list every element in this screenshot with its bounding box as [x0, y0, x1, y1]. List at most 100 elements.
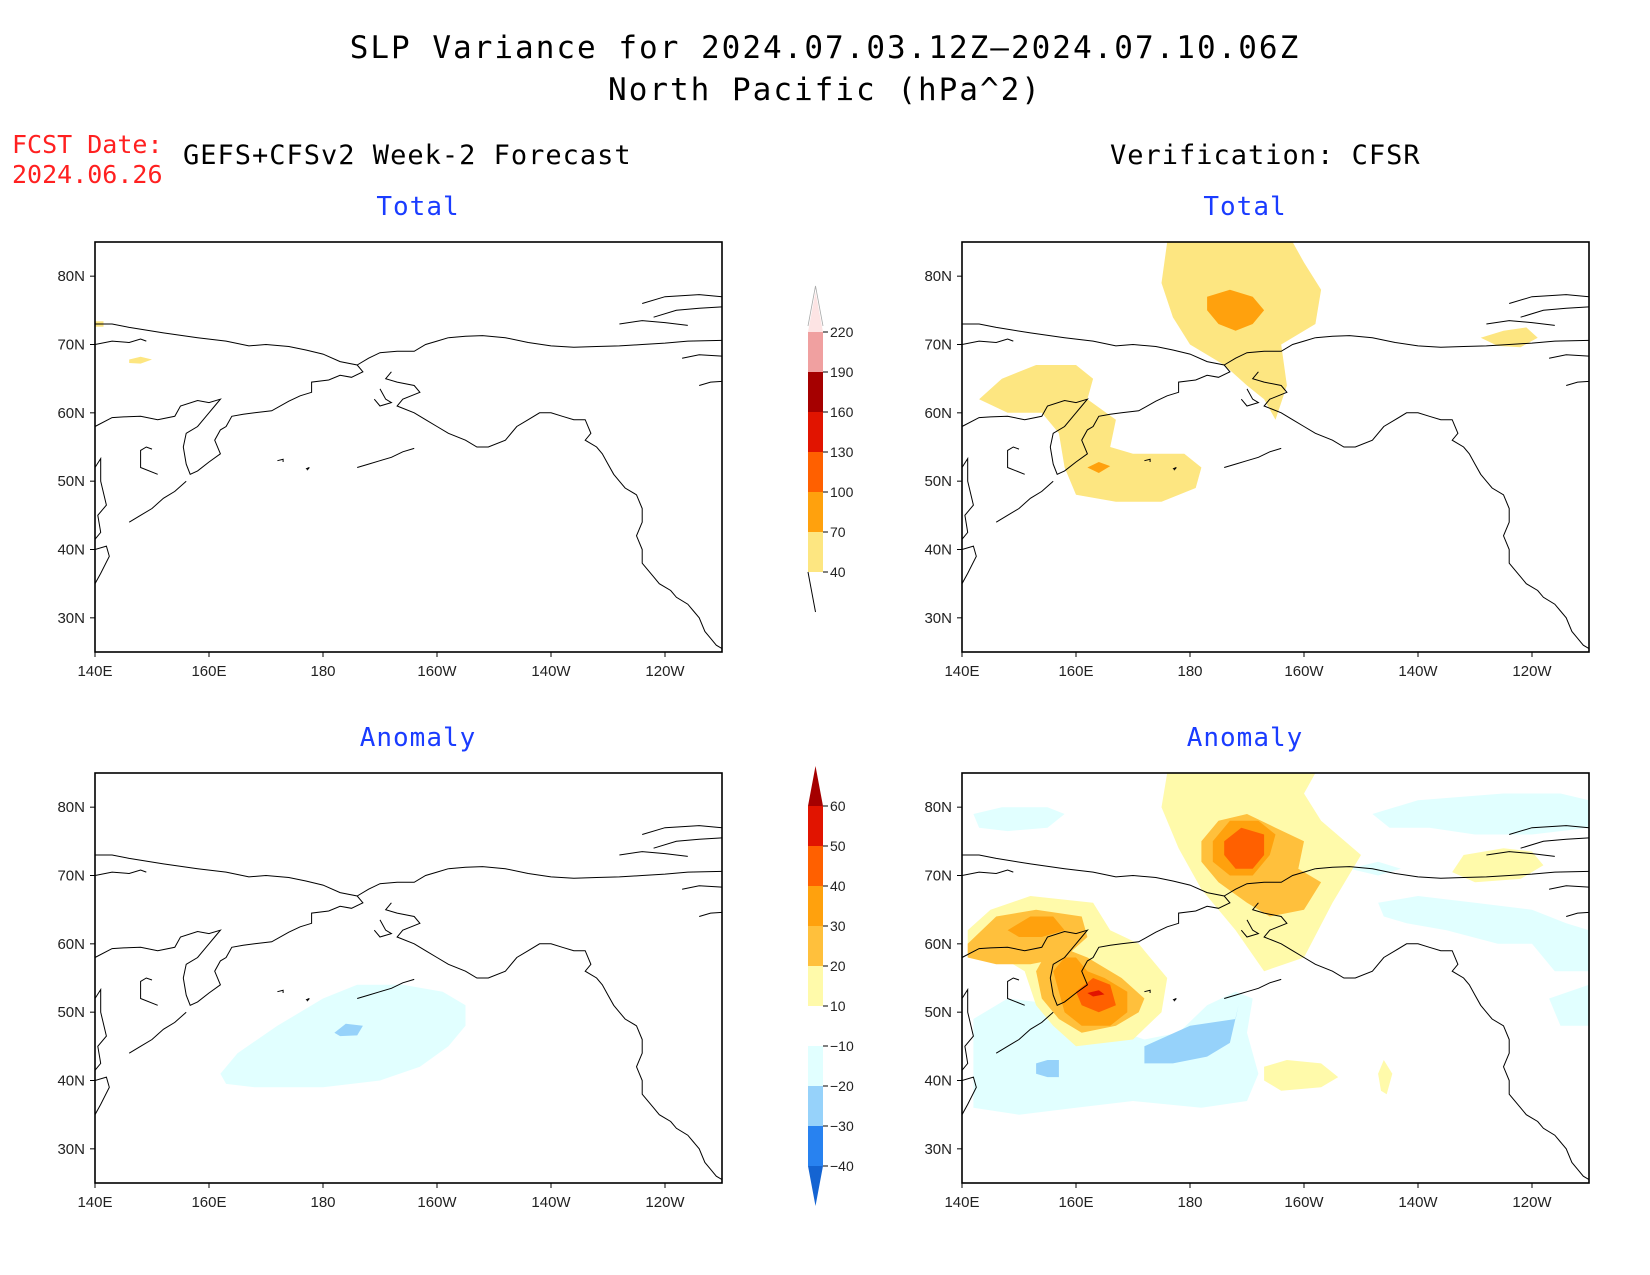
coastline: [140, 446, 158, 475]
colorbar-label: 40: [830, 878, 846, 894]
coastline: [384, 902, 722, 1181]
x-tick-label: 140E: [77, 1194, 112, 1211]
map-frame: [961, 241, 1590, 653]
x-tick-label: 140W: [531, 663, 571, 680]
panel-title-forecast-anomaly: Anomaly: [359, 723, 477, 753]
y-tick-label: 30N: [57, 610, 85, 627]
shaded-region: [1452, 848, 1544, 883]
coastline: [128, 480, 187, 523]
coastline: [1315, 335, 1589, 348]
coastline: [1172, 467, 1177, 471]
x-tick-label: 160E: [1058, 663, 1093, 680]
coastline: [962, 545, 977, 584]
shaded-region: [1378, 896, 1589, 972]
coastline: [962, 1076, 977, 1115]
shaded-region: [1087, 462, 1111, 473]
coastline: [95, 338, 147, 345]
y-tick-label: 80N: [924, 268, 952, 285]
shaded-layer: [962, 773, 1589, 1181]
x-tick-label: 140E: [944, 1194, 979, 1211]
y-tick-label: 70N: [57, 337, 85, 354]
y-tick-label: 60N: [57, 936, 85, 953]
y-tick-label: 50N: [57, 1004, 85, 1021]
x-tick-label: 120W: [645, 1194, 685, 1211]
coastline: [1486, 320, 1555, 326]
coastline: [277, 989, 284, 993]
coastline: [699, 380, 722, 386]
x-tick-label: 160W: [417, 1194, 457, 1211]
coastline: [277, 458, 284, 462]
shaded-region: [1207, 289, 1265, 331]
fcst-date-label: FCST Date:: [12, 130, 163, 159]
x-tick-label: 140E: [77, 663, 112, 680]
shaded-region: [973, 991, 1259, 1115]
map-panel-forecast_total: 80N 70N 60N 50N 40N 30N 140E 160E 180 160W 140W 120…: [57, 241, 723, 680]
coastline: [95, 987, 107, 1071]
coastline: [356, 868, 449, 897]
coastline: [1223, 868, 1316, 897]
coastline: [653, 837, 722, 849]
coastline: [962, 854, 1231, 1006]
coastline: [1520, 306, 1589, 318]
figure-title-line1: SLP Variance for 2024.07.03.12Z–2024.07.…: [349, 30, 1301, 66]
y-tick-label: 70N: [924, 337, 952, 354]
coastline: [357, 447, 415, 468]
colorbar-label: 30: [830, 918, 846, 934]
map-panel-verification_anomaly: 80N 70N 60N 50N 40N 30N 140E 160E 180 160W 140W 120…: [924, 772, 1590, 1211]
coastline: [1144, 989, 1151, 993]
coastline: [1251, 902, 1589, 1181]
colorbar-swatch: [808, 886, 823, 926]
coastline: [448, 866, 722, 879]
coastline: [962, 338, 1014, 345]
coastline: [140, 977, 158, 1006]
y-tick-label: 80N: [924, 799, 952, 816]
y-tick-label: 60N: [924, 405, 952, 422]
fcst-date-value: 2024.06.26: [12, 160, 163, 189]
coastline: [1144, 458, 1151, 462]
colorbar-label: −20: [830, 1078, 854, 1094]
coastline: [1566, 911, 1589, 917]
y-tick-label: 50N: [924, 473, 952, 490]
x-tick-label: 140E: [944, 663, 979, 680]
colorbar-label: 100: [830, 484, 854, 500]
shaded-region: [1087, 990, 1105, 997]
coastline: [305, 998, 310, 1002]
colorbar-label: −10: [830, 1038, 854, 1054]
forecast-heading: GEFS+CFSv2 Week-2 Forecast: [183, 140, 632, 171]
coastline: [642, 294, 722, 304]
coastline: [1240, 388, 1260, 407]
colorbar-label: 50: [830, 838, 846, 854]
x-tick-label: 120W: [645, 663, 685, 680]
colorbar-label: 160: [830, 404, 854, 420]
colorbar-label: 40: [830, 564, 846, 580]
panel-title-verification-total: Total: [1203, 192, 1287, 222]
y-tick-label: 60N: [57, 405, 85, 422]
shaded-region: [1036, 1060, 1059, 1078]
colorbar-swatch: [808, 452, 823, 492]
coastline: [95, 1076, 110, 1115]
colorbar-swatch: [808, 1086, 823, 1126]
y-tick-label: 50N: [57, 473, 85, 490]
colorbar-arrow-top: [808, 292, 823, 332]
coastline: [653, 306, 722, 318]
shaded-region: [1007, 916, 1065, 937]
x-tick-label: 160W: [1284, 1194, 1324, 1211]
coastline: [357, 978, 415, 999]
colorbar-label: −40: [830, 1158, 854, 1174]
colorbar-label: 60: [830, 798, 846, 814]
colorbar-swatch: [808, 412, 823, 452]
coastline: [1223, 337, 1316, 366]
coastline: [962, 323, 1231, 475]
coastline: [1240, 919, 1260, 938]
shaded-region: [979, 365, 1202, 502]
shaded-region: [1224, 827, 1265, 869]
x-tick-label: 160W: [417, 663, 457, 680]
shaded-region: [220, 984, 466, 1088]
coastline: [1172, 998, 1177, 1002]
y-tick-label: 40N: [924, 1073, 952, 1090]
coastline: [1509, 825, 1589, 835]
y-tick-label: 40N: [57, 1073, 85, 1090]
map-panel-forecast_anomaly: 80N 70N 60N 50N 40N 30N 140E 160E 180 160W 140W 120…: [57, 772, 723, 1211]
colorbar-swatch: [808, 1006, 823, 1046]
